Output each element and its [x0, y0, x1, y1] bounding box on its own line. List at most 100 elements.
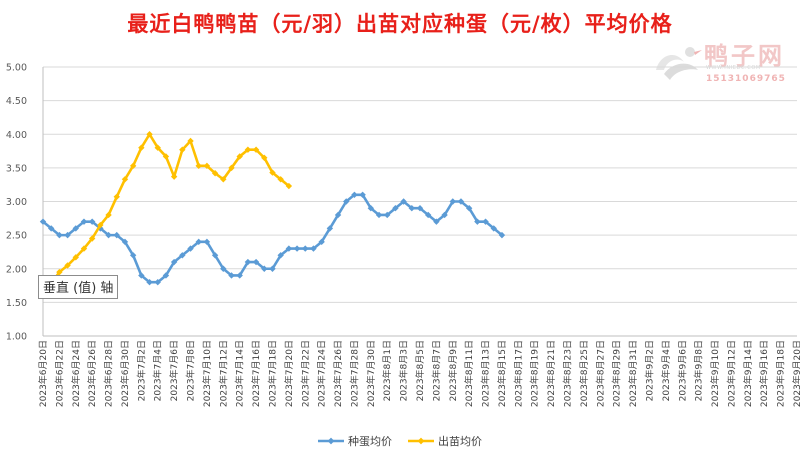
x-tick-label: 2023年7月30日	[365, 340, 377, 407]
x-tick-label: 2023年8月21日	[545, 340, 557, 407]
legend-label: 出苗均价	[438, 434, 482, 448]
x-tick-label: 2023年8月23日	[562, 340, 574, 407]
data-point	[359, 191, 366, 198]
x-tick-label: 2023年7月28日	[348, 340, 360, 407]
data-point	[474, 218, 481, 225]
legend-item: 出苗均价	[408, 434, 482, 448]
data-point	[302, 245, 309, 252]
x-tick-label: 2023年9月18日	[775, 340, 787, 407]
data-point	[72, 254, 79, 261]
data-point	[416, 205, 424, 212]
data-point	[326, 225, 334, 232]
data-point	[490, 225, 497, 232]
data-point	[121, 238, 129, 246]
data-point	[220, 265, 227, 272]
grid-lines	[42, 66, 797, 337]
data-point	[244, 146, 252, 153]
data-point	[170, 173, 178, 180]
data-point	[384, 211, 391, 219]
y-tick-label: 2.00	[6, 264, 27, 275]
data-point	[179, 146, 186, 153]
x-tick-label: 2023年9月12日	[725, 340, 737, 407]
x-tick-label: 2023年8月31日	[627, 340, 639, 407]
x-tick-label: 2023年6月30日	[119, 340, 131, 407]
data-point	[187, 245, 194, 252]
y-axis-ticks: 1.00 1.50 2.00 2.50 3.00 3.50 4.00 4.50 5.00	[6, 63, 27, 343]
x-tick-label: 2023年8月15日	[496, 340, 508, 407]
data-point	[375, 211, 383, 219]
data-point	[146, 131, 153, 138]
data-point	[39, 218, 47, 225]
data-point	[170, 258, 178, 266]
data-point	[228, 164, 235, 172]
data-point	[285, 182, 293, 190]
x-tick-label: 2023年7月2日	[135, 340, 147, 401]
data-point	[236, 153, 243, 160]
data-point	[277, 176, 284, 183]
duck-logo-icon	[656, 47, 702, 80]
x-axis-ticks: 2023年6月20日 2023年6月22日 2023年6月24日 2023年6月26日…	[37, 340, 800, 407]
data-point	[269, 265, 276, 272]
data-point	[252, 258, 260, 266]
y-tick-label: 4.50	[6, 96, 27, 107]
data-point	[252, 146, 260, 153]
x-tick-label: 2023年7月8日	[185, 340, 197, 401]
series-lines	[39, 131, 506, 289]
legend-marker	[327, 437, 335, 445]
x-tick-label: 2023年8月29日	[611, 340, 623, 407]
data-point	[269, 169, 276, 176]
data-point	[449, 198, 456, 205]
y-tick-label: 2.50	[6, 231, 27, 242]
x-tick-label: 2023年7月22日	[299, 340, 311, 407]
data-point	[343, 198, 350, 205]
data-point	[293, 245, 301, 252]
legend: 种蛋均价 出苗均价	[318, 434, 482, 448]
data-point	[195, 162, 202, 170]
data-point	[154, 279, 161, 286]
data-point	[80, 245, 88, 252]
y-tick-label: 1.50	[6, 298, 27, 309]
data-point	[121, 176, 129, 183]
data-point	[154, 144, 161, 151]
data-point	[236, 272, 243, 279]
x-tick-label: 2023年8月7日	[430, 340, 442, 401]
data-point	[203, 162, 211, 170]
x-tick-label: 2023年9月2日	[643, 340, 655, 401]
x-tick-label: 2023年9月4日	[660, 340, 672, 401]
x-tick-label: 2023年8月17日	[512, 340, 524, 407]
y-tick-label: 4.00	[6, 130, 27, 141]
x-tick-label: 2023年6月26日	[86, 340, 98, 407]
x-tick-label: 2023年7月10日	[201, 340, 213, 407]
y-tick-label: 5.00	[6, 63, 27, 74]
data-point	[203, 238, 211, 246]
watermark: 鸭子网 WWW.INIEDC.COM 15131069765	[648, 34, 800, 96]
data-point	[441, 211, 448, 219]
data-point	[179, 252, 186, 259]
data-point	[64, 231, 71, 239]
data-point	[392, 205, 399, 212]
data-point	[220, 176, 227, 183]
x-tick-label: 2023年9月20日	[791, 340, 800, 407]
legend-label: 种蛋均价	[348, 434, 392, 448]
watermark-url: WWW.INIEDC.COM	[706, 65, 761, 71]
data-point	[211, 252, 219, 259]
data-point	[129, 252, 137, 259]
data-point	[64, 262, 71, 269]
x-tick-label: 2023年7月14日	[234, 340, 246, 407]
x-tick-label: 2023年9月14日	[742, 340, 754, 407]
watermark-phone: 15131069765	[706, 74, 786, 84]
x-tick-label: 2023年7月24日	[316, 340, 328, 407]
data-point	[129, 162, 137, 170]
data-point	[400, 198, 407, 205]
series-0	[39, 191, 506, 286]
x-tick-label: 2023年8月13日	[480, 340, 492, 407]
data-point	[498, 231, 506, 239]
data-point	[88, 218, 96, 225]
x-tick-label: 2023年9月16日	[758, 340, 770, 407]
data-point	[138, 144, 145, 151]
x-tick-label: 2023年7月4日	[152, 340, 164, 401]
data-point	[457, 198, 465, 205]
data-point	[318, 238, 325, 246]
data-point	[367, 205, 375, 212]
x-tick-label: 2023年8月1日	[381, 340, 393, 401]
